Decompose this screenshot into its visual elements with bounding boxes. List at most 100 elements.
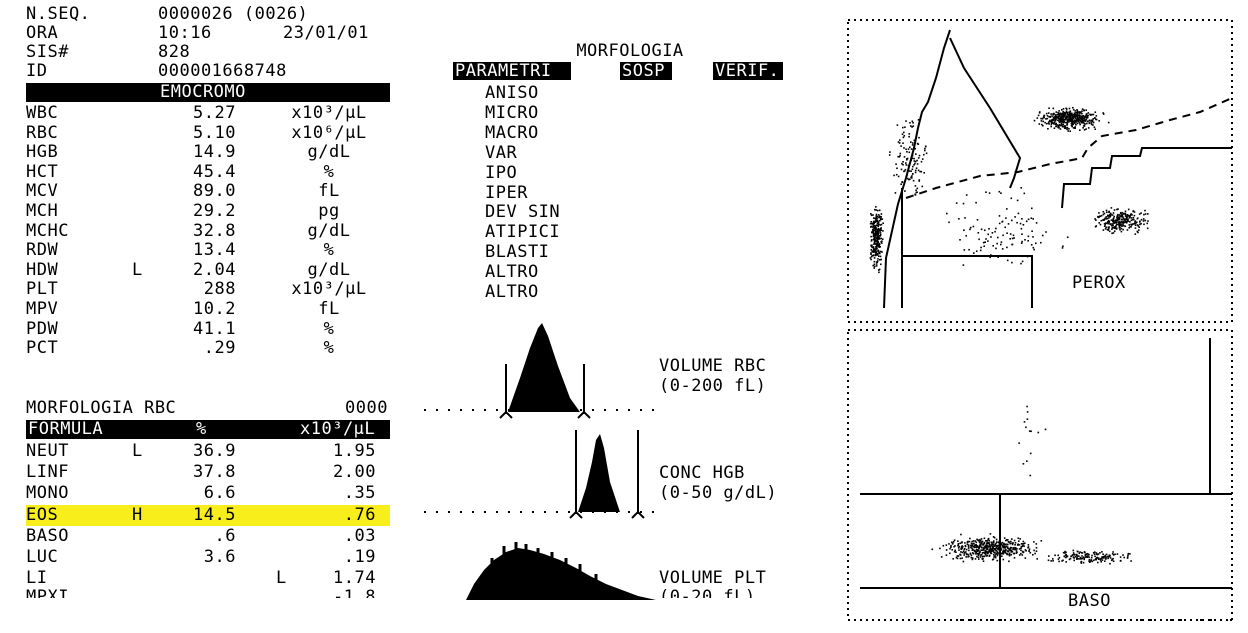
perox-eos-dot — [1138, 226, 1140, 228]
perox-neut-dot — [1081, 108, 1084, 110]
perox-neut-dot — [1054, 119, 1057, 122]
baso-tail-dot — [1083, 558, 1085, 561]
baso-cluster-dot — [986, 540, 988, 542]
perox-scatter-dot — [989, 256, 991, 259]
perox-neut-dot — [1087, 127, 1090, 129]
perox-eos-dot — [1130, 223, 1132, 226]
perox-neut-dot — [1084, 120, 1086, 122]
date-value: 23/01/01 — [283, 23, 369, 43]
li-label: LI — [26, 568, 48, 588]
baso-cluster-dot — [952, 540, 955, 543]
perox-scatter-dot — [977, 232, 980, 234]
baso-cluster-dot — [1007, 539, 1009, 541]
perox-scatter-dot — [1011, 237, 1014, 240]
baso-cluster-dot — [1001, 544, 1003, 546]
baso-cluster-dot — [1014, 546, 1016, 549]
formula-title: FORMULA — [28, 419, 104, 439]
emocromo-param-name: HDW — [26, 259, 59, 280]
morphology-flag-item: DEV SIN — [485, 202, 561, 223]
formula-cell-pct: 14.5 — [193, 504, 236, 525]
baso-cluster-dot — [996, 554, 999, 557]
perox-lymph-dot — [878, 209, 881, 212]
perox-neut-dot — [1072, 117, 1074, 120]
perox-eos-dot — [1115, 221, 1117, 224]
perox-scatter-dot — [964, 217, 966, 219]
baso-cluster-dot — [1007, 550, 1010, 553]
perox-neut-dot — [1091, 120, 1094, 123]
baso-cluster-dot — [974, 546, 976, 548]
perox-neut-dot — [1041, 123, 1043, 126]
baso-cluster-dot — [1017, 544, 1019, 546]
baso-cluster-dot — [993, 548, 996, 551]
baso-cluster-dot — [1004, 549, 1007, 552]
perox-lymph-dot — [875, 213, 878, 216]
perox-eos-dot — [1131, 214, 1133, 216]
baso-cluster-dot — [995, 553, 997, 556]
baso-cluster-dot — [978, 541, 981, 543]
perox-mono-dot — [893, 174, 895, 177]
perox-neut-dot — [1071, 119, 1073, 121]
perox-lymph-dot — [880, 216, 882, 218]
perox-mono-dot — [907, 177, 909, 180]
morphology-title: MORFOLOGIA — [576, 41, 684, 61]
baso-cluster-dot — [990, 551, 992, 553]
baso-cluster-dot — [982, 551, 985, 554]
perox-lymph-dot — [878, 216, 880, 219]
perox-neut-dot — [1058, 120, 1060, 122]
perox-lymph-dot — [874, 250, 877, 252]
perox-neut-dot — [1092, 118, 1094, 120]
perox-neut-dot — [1074, 122, 1076, 125]
perox-mono-dot — [902, 126, 904, 129]
perox-scatter-dot — [1030, 244, 1033, 246]
perox-neut-dot — [1091, 113, 1093, 116]
perox-neut-dot — [1086, 122, 1088, 125]
baso-cluster-dot — [976, 555, 978, 558]
baso-cluster-dot — [1016, 548, 1018, 550]
baso-tail-dot — [1090, 559, 1093, 561]
baso-cluster-dot — [986, 551, 989, 554]
baso-gates — [860, 338, 1232, 589]
perox-lymph-dot — [877, 237, 879, 239]
perox-eos-dot — [1114, 220, 1116, 222]
perox-lymph-dot — [878, 214, 880, 216]
baso-cluster-dot — [997, 544, 999, 547]
baso-cluster-dot — [994, 547, 997, 550]
baso-tail-dot — [1057, 558, 1060, 560]
baso-cluster-dot — [1018, 548, 1021, 550]
baso-tail-dot — [1102, 557, 1104, 559]
perox-eos-dot — [1136, 224, 1139, 226]
baso-cluster-dot — [988, 543, 991, 546]
perox-mono-dot — [921, 158, 924, 160]
emocromo-param-unit: % — [323, 240, 335, 261]
perox-neut-dot — [1089, 113, 1091, 116]
perox-lymph-dot — [880, 250, 882, 253]
perox-neut-dot — [1062, 110, 1064, 113]
perox-eos-dot — [1134, 221, 1136, 223]
perox-neut-dot — [1066, 115, 1068, 117]
perox-neut-dot — [1082, 115, 1085, 117]
perox-scatter-dot — [984, 241, 986, 243]
perox-lymph-dot — [880, 237, 882, 240]
perox-neut-dot — [1072, 108, 1075, 111]
formula-cell-abs: 2.00 — [333, 462, 376, 483]
perox-mono-dot — [914, 185, 917, 187]
li-value: 1.74 — [333, 568, 376, 588]
baso-tail-dot — [1095, 553, 1098, 555]
formula-cell-pct: 37.8 — [193, 462, 236, 483]
perox-mono-dot — [918, 179, 921, 181]
baso-cluster-dot — [950, 546, 952, 548]
perox-lymph-dot — [874, 236, 876, 238]
perox-mono-dot — [911, 144, 914, 146]
perox-neut-dot — [1038, 123, 1041, 125]
perox-neut-dot — [1052, 122, 1054, 124]
baso-tail-dot — [1119, 556, 1122, 558]
perox-mono-dot — [888, 154, 891, 156]
perox-eos-dot — [1128, 215, 1130, 217]
baso-cluster-dot — [1001, 546, 1004, 548]
perox-mono-dot — [911, 177, 913, 179]
perox-neut-dot — [1043, 115, 1045, 117]
baso-tail-dot — [1054, 554, 1056, 557]
perox-neut-dot — [1065, 110, 1068, 112]
perox-neut-dot — [1068, 111, 1070, 113]
perox-neut-dot — [1076, 120, 1079, 122]
